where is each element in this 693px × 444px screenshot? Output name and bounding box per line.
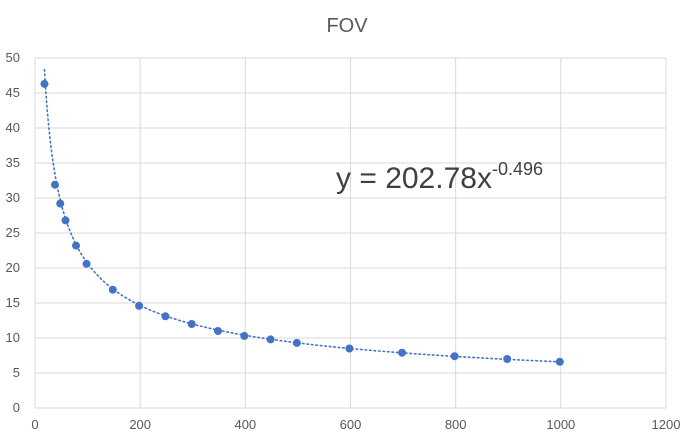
x-tick-label: 800 bbox=[445, 417, 467, 432]
trendline-equation-base: y = 202.78x bbox=[336, 162, 492, 195]
y-tick-label: 45 bbox=[6, 85, 20, 100]
data-point bbox=[72, 241, 81, 250]
data-point bbox=[40, 79, 49, 88]
data-point bbox=[450, 352, 459, 361]
y-tick-label: 10 bbox=[6, 330, 20, 345]
data-point bbox=[555, 357, 564, 366]
y-tick-label: 15 bbox=[6, 295, 20, 310]
axes: 0 5 10 15 20 25 30 35 40 45 50 0 200 400 600 800 1000 120… bbox=[6, 50, 681, 432]
y-tick-label: 25 bbox=[6, 225, 20, 240]
data-point bbox=[292, 338, 301, 347]
data-point bbox=[61, 216, 70, 225]
data-point bbox=[240, 331, 249, 340]
data-point bbox=[161, 312, 170, 321]
data-point bbox=[266, 335, 275, 344]
trendline-curve bbox=[43, 68, 561, 363]
y-tick-label: 0 bbox=[13, 400, 20, 415]
trendline-equation-exponent: -0.496 bbox=[492, 159, 543, 179]
y-tick-label: 50 bbox=[6, 50, 20, 65]
x-tick-label: 1200 bbox=[652, 417, 681, 432]
data-point bbox=[187, 320, 196, 328]
chart-title: FOV bbox=[326, 15, 368, 37]
data-point bbox=[108, 285, 117, 294]
x-tick-label: 0 bbox=[31, 417, 38, 432]
data-point bbox=[503, 355, 512, 363]
data-point bbox=[56, 199, 65, 208]
data-point bbox=[345, 344, 354, 353]
y-tick-label: 20 bbox=[6, 260, 20, 275]
x-tick-label: 200 bbox=[129, 417, 151, 432]
data-point bbox=[135, 301, 144, 310]
data-points bbox=[40, 79, 564, 366]
data-point bbox=[213, 327, 222, 335]
gridlines bbox=[34, 57, 667, 409]
trendline-equation: y = 202.78x-0.496 bbox=[336, 159, 543, 195]
x-tick-label: 1000 bbox=[546, 417, 575, 432]
x-tick-label: 400 bbox=[234, 417, 256, 432]
y-tick-label: 35 bbox=[6, 155, 20, 170]
data-point bbox=[50, 180, 59, 189]
data-point bbox=[398, 348, 407, 357]
y-tick-label: 30 bbox=[6, 190, 20, 205]
y-tick-label: 40 bbox=[6, 120, 20, 135]
x-tick-label: 600 bbox=[340, 417, 362, 432]
y-tick-label: 5 bbox=[13, 365, 20, 380]
data-point bbox=[82, 259, 91, 268]
trendline bbox=[43, 68, 561, 363]
